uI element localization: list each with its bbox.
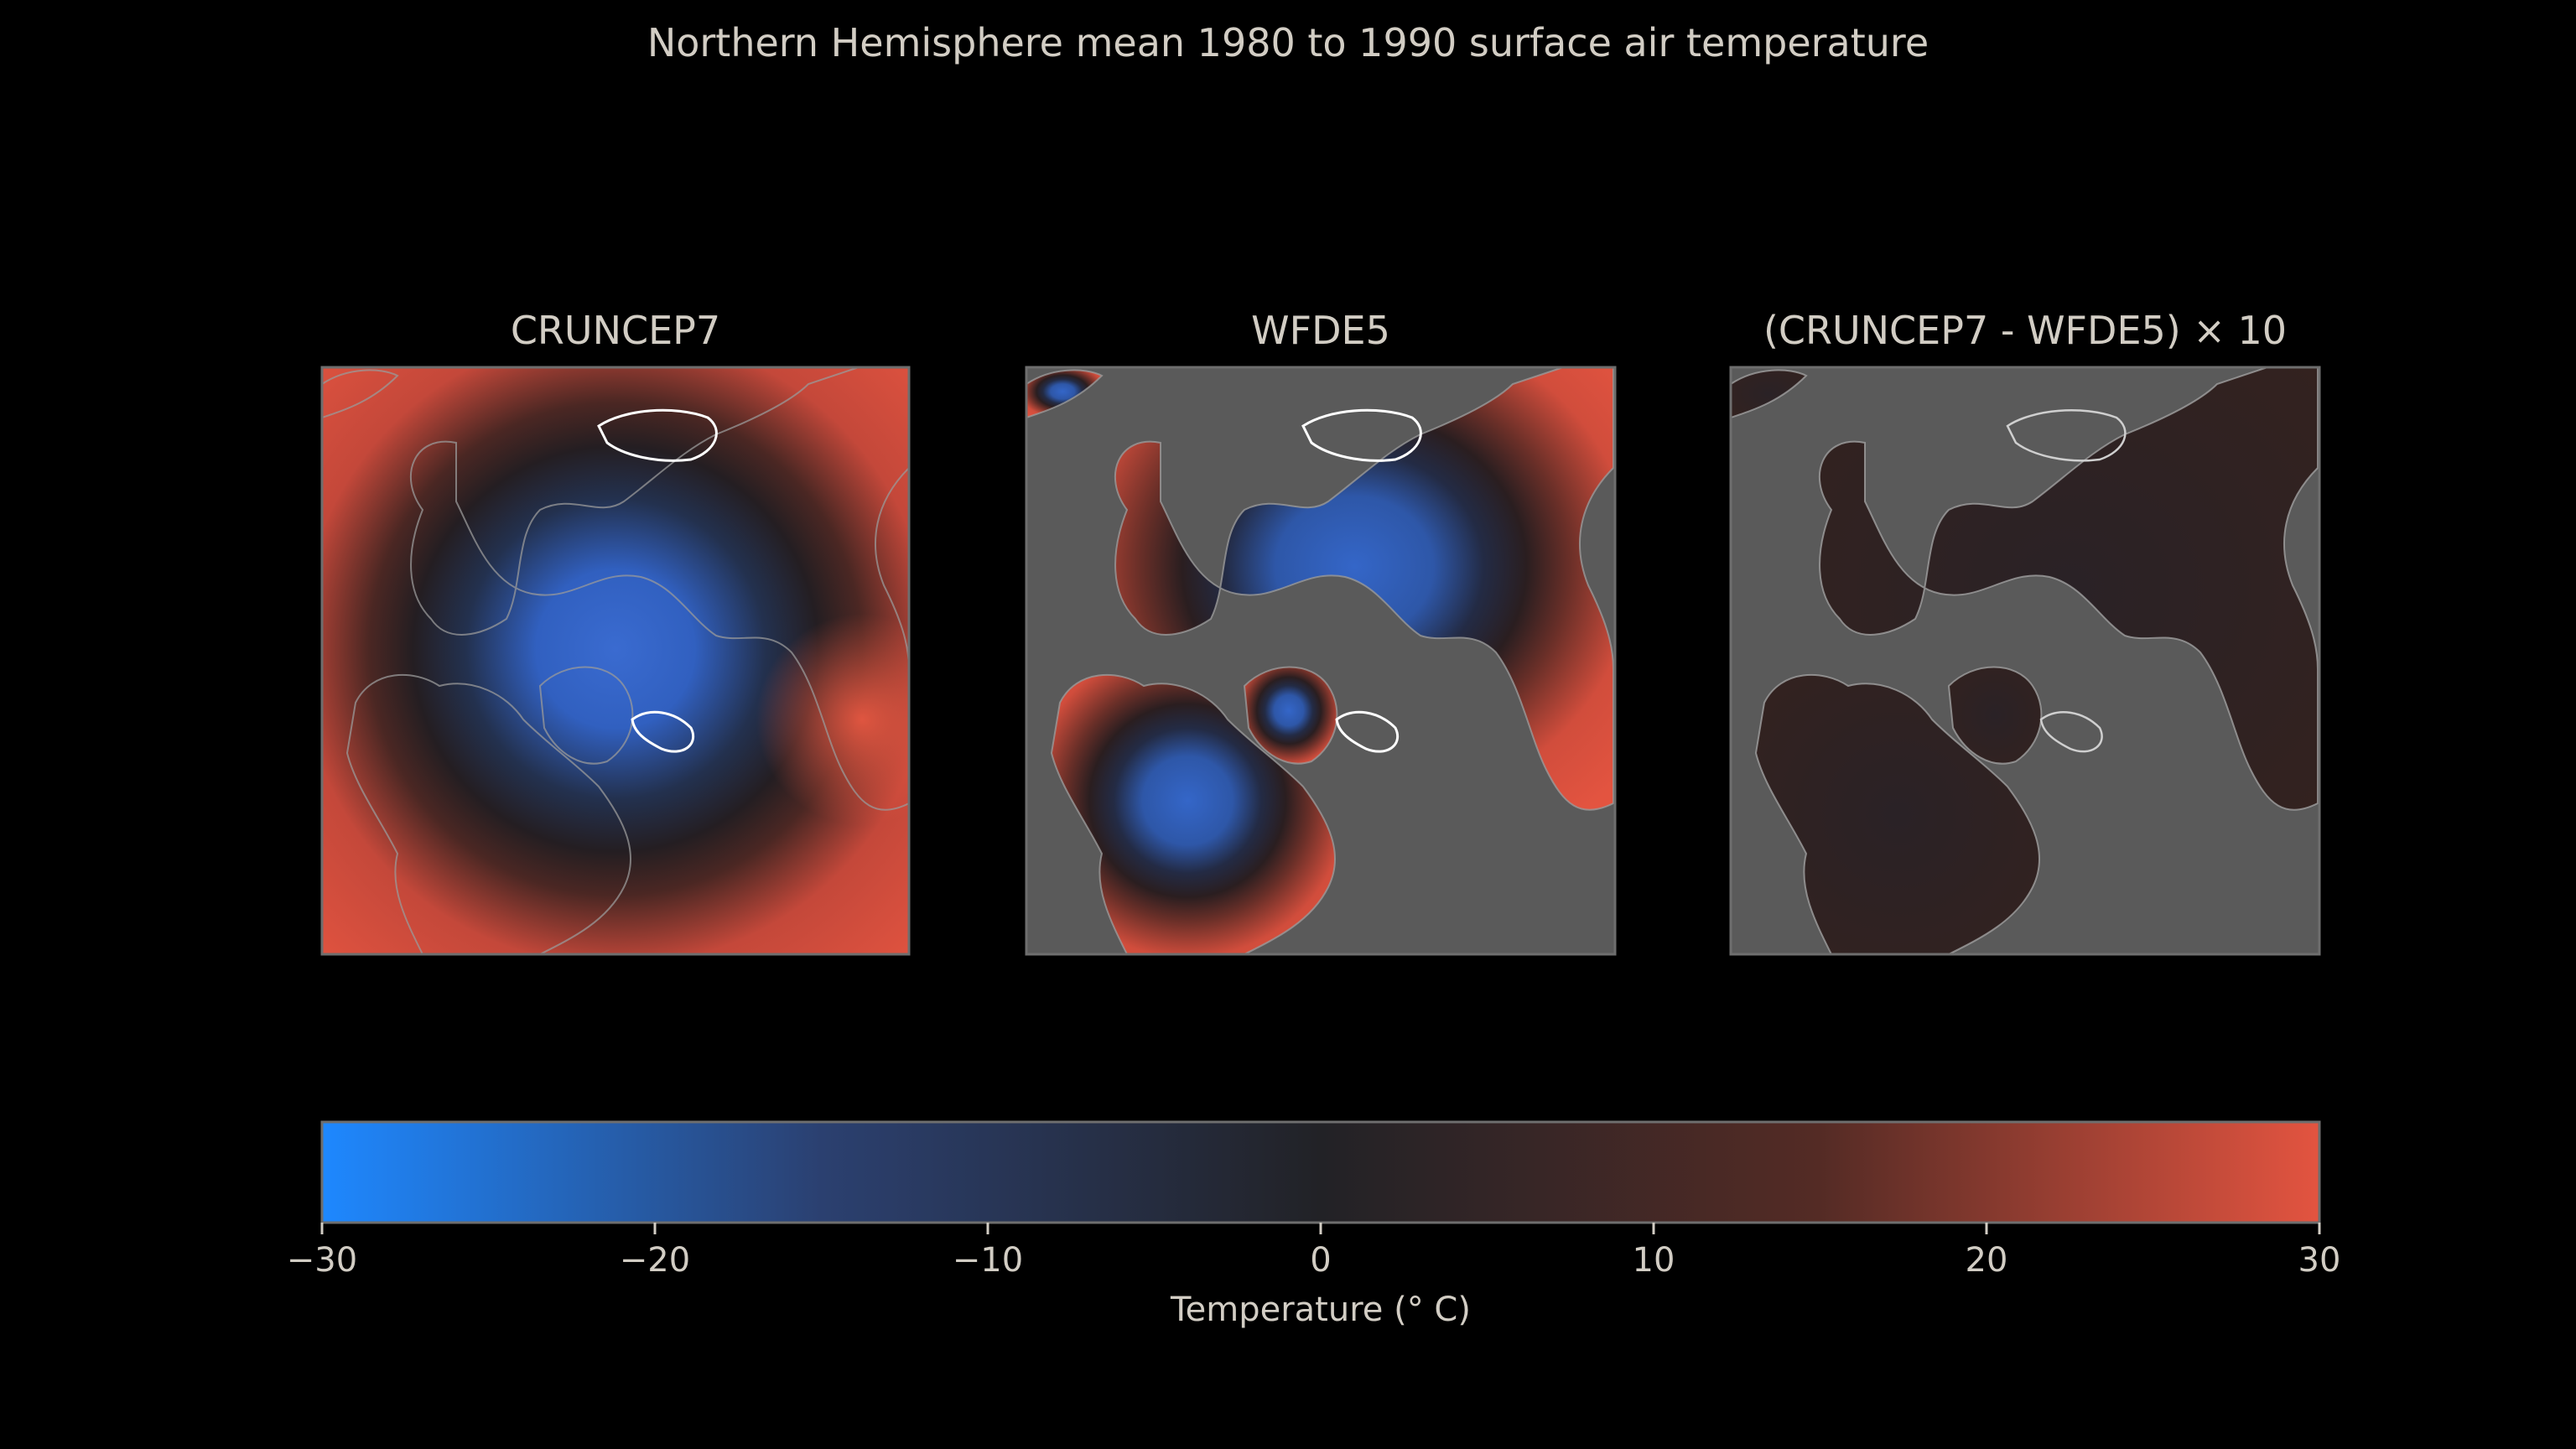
colorbar-tick-label: 30: [2298, 1241, 2341, 1280]
colorbar-tick-label: 20: [1966, 1241, 2008, 1280]
colorbar-tick-label: −10: [953, 1241, 1023, 1280]
map-panel-cruncep7: [322, 367, 909, 954]
colorbar-tick-label: 10: [1633, 1241, 1675, 1280]
map-panel-difference: [1731, 367, 2319, 954]
colorbar-gradient: [320, 1120, 2321, 1224]
colorbar-tick-label: 0: [1310, 1241, 1331, 1280]
map-panel-wfde5: [1026, 367, 1615, 954]
colorbar-tick-label: −20: [620, 1241, 690, 1280]
colorbar-tick-label: −30: [287, 1241, 357, 1280]
figure-title: Northern Hemisphere mean 1980 to 1990 su…: [647, 20, 1929, 65]
panel-title-wfde5: WFDE5: [1251, 308, 1390, 353]
colorbar: −30 −20 −10 0 10 20 30 Temperature (° C): [287, 1120, 2341, 1329]
colorbar-label: Temperature (° C): [1170, 1291, 1471, 1329]
colorbar-ticks: −30 −20 −10 0 10 20 30: [287, 1223, 2341, 1280]
panel-title-difference: (CRUNCEP7 - WFDE5) × 10: [1763, 308, 2287, 353]
panel-title-cruncep7: CRUNCEP7: [511, 308, 720, 353]
